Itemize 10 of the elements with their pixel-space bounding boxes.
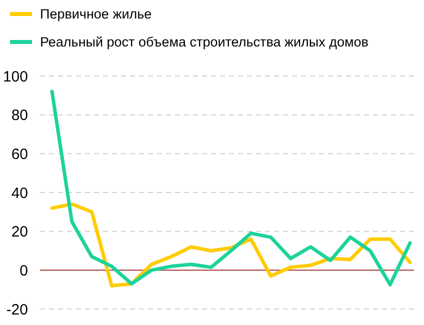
legend-label: Первичное жилье: [40, 6, 152, 22]
y-tick-label: 80: [11, 107, 28, 124]
y-tick-label: 20: [11, 224, 28, 241]
y-tick-label: 60: [11, 146, 28, 163]
legend-label: Реальный рост объема строительства жилых домов: [40, 34, 368, 50]
y-tick-label: 0: [20, 262, 28, 280]
y-tick-label: 100: [2, 68, 28, 86]
line-series: [50, 90, 412, 286]
y-tick-label: 40: [11, 184, 28, 202]
y-tick-label: -20: [6, 301, 28, 318]
